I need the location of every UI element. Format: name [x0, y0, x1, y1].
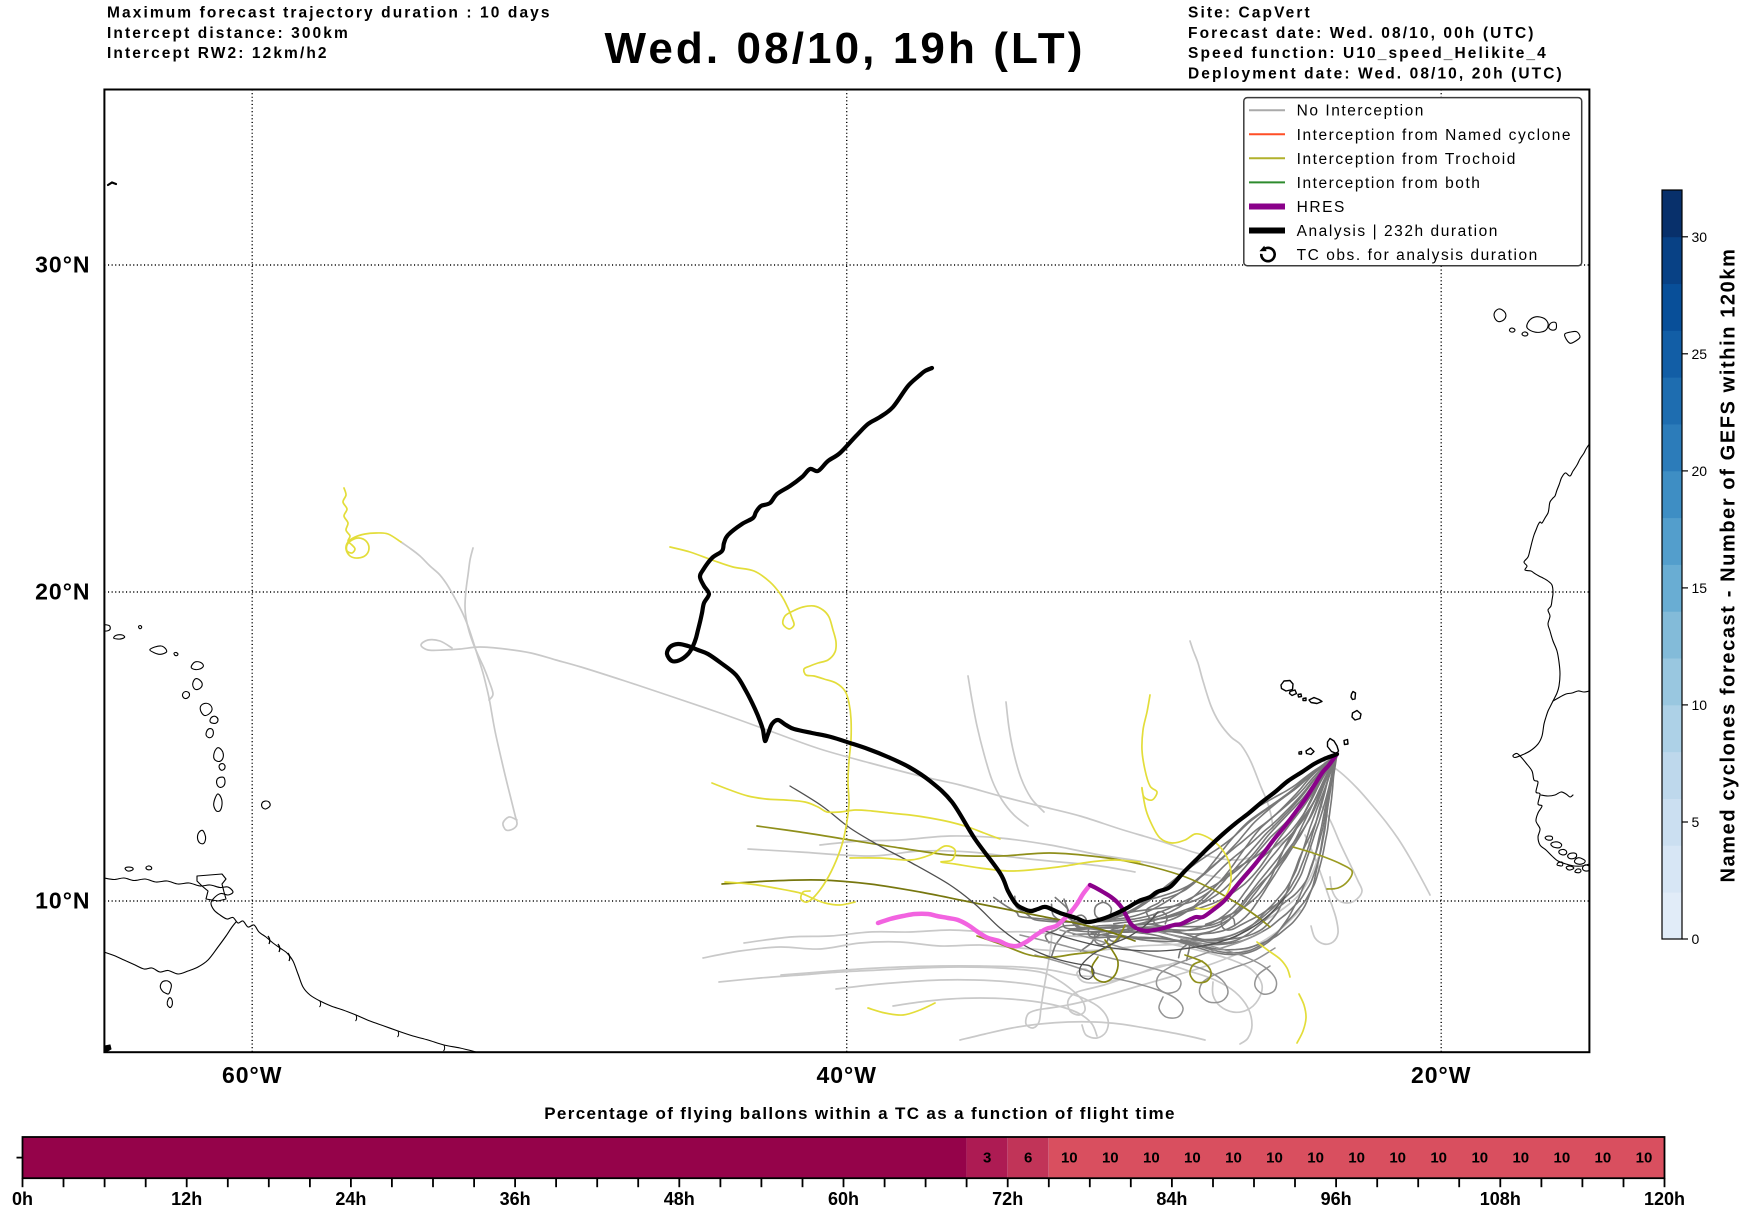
svg-text:Percentage of flying ballons w: Percentage of flying ballons within a TC… [544, 1104, 1176, 1123]
svg-text:10: 10 [1471, 1150, 1488, 1167]
svg-text:Interception from Named cyclon: Interception from Named cyclone [1297, 127, 1573, 144]
svg-text:60°W: 60°W [222, 1062, 283, 1088]
svg-text:72h: 72h [992, 1189, 1023, 1209]
svg-text:120h: 120h [1644, 1189, 1685, 1209]
svg-text:10: 10 [1061, 1150, 1078, 1167]
svg-text:10: 10 [1512, 1150, 1529, 1167]
svg-text:HRES: HRES [1297, 199, 1346, 216]
svg-text:20°N: 20°N [35, 579, 90, 605]
svg-text:10: 10 [1636, 1150, 1653, 1167]
svg-text:40°W: 40°W [816, 1062, 877, 1088]
svg-text:10: 10 [1143, 1150, 1160, 1167]
svg-text:10: 10 [1389, 1150, 1406, 1167]
svg-text:108h: 108h [1480, 1189, 1521, 1209]
svg-text:30: 30 [1692, 229, 1708, 245]
svg-text:5: 5 [1692, 814, 1700, 830]
svg-text:10: 10 [1554, 1150, 1571, 1167]
svg-text:Wed. 08/10, 19h (LT): Wed. 08/10, 19h (LT) [605, 24, 1086, 73]
svg-text:Speed function: U10_speed_Heli: Speed function: U10_speed_Helikite_4 [1188, 45, 1548, 62]
svg-text:Intercept RW2: 12km/h2: Intercept RW2: 12km/h2 [107, 45, 329, 62]
svg-text:10: 10 [1102, 1150, 1119, 1167]
svg-text:10: 10 [1692, 697, 1708, 713]
svg-text:0h: 0h [12, 1189, 33, 1209]
svg-text:48h: 48h [664, 1189, 695, 1209]
svg-text:10: 10 [1595, 1150, 1612, 1167]
svg-text:25: 25 [1692, 346, 1708, 362]
svg-text:3: 3 [983, 1150, 991, 1167]
svg-text:TC obs. for analysis duration: TC obs. for analysis duration [1297, 247, 1539, 264]
svg-text:Forecast date: Wed. 08/10, 00h: Forecast date: Wed. 08/10, 00h (UTC) [1188, 25, 1536, 42]
svg-text:10: 10 [1225, 1150, 1242, 1167]
svg-text:60h: 60h [828, 1189, 859, 1209]
svg-text:6: 6 [1024, 1150, 1032, 1167]
svg-text:10°N: 10°N [35, 888, 90, 914]
svg-text:12h: 12h [171, 1189, 202, 1209]
svg-text:96h: 96h [1321, 1189, 1352, 1209]
svg-text:20: 20 [1692, 463, 1708, 479]
svg-text:Maximum forecast trajectory du: Maximum forecast trajectory duration : 1… [107, 5, 552, 22]
svg-text:Interception from Trochoid: Interception from Trochoid [1297, 151, 1517, 168]
svg-text:Analysis | 232h duration: Analysis | 232h duration [1297, 223, 1499, 240]
svg-text:0: 0 [1692, 931, 1700, 947]
svg-text:Interception from both: Interception from both [1297, 175, 1482, 192]
svg-text:10: 10 [1184, 1150, 1201, 1167]
svg-text:Deployment date: Wed. 08/10, 2: Deployment date: Wed. 08/10, 20h (UTC) [1188, 65, 1564, 82]
svg-text:24h: 24h [335, 1189, 366, 1209]
svg-text:20°W: 20°W [1411, 1062, 1472, 1088]
svg-text:10: 10 [1307, 1150, 1324, 1167]
svg-text:84h: 84h [1156, 1189, 1187, 1209]
svg-text:No Interception: No Interception [1297, 103, 1425, 120]
svg-text:30°N: 30°N [35, 252, 90, 278]
svg-text:10: 10 [1348, 1150, 1365, 1167]
svg-text:10: 10 [1430, 1150, 1447, 1167]
svg-text:Site: CapVert: Site: CapVert [1188, 5, 1312, 22]
svg-text:36h: 36h [500, 1189, 531, 1209]
svg-text:15: 15 [1692, 580, 1708, 596]
svg-text:Named cyclones forecast - Numb: Named cyclones forecast - Number of GEFS… [1718, 248, 1740, 883]
svg-text:10: 10 [1266, 1150, 1283, 1167]
svg-text:Intercept distance: 300km: Intercept distance: 300km [107, 25, 350, 42]
